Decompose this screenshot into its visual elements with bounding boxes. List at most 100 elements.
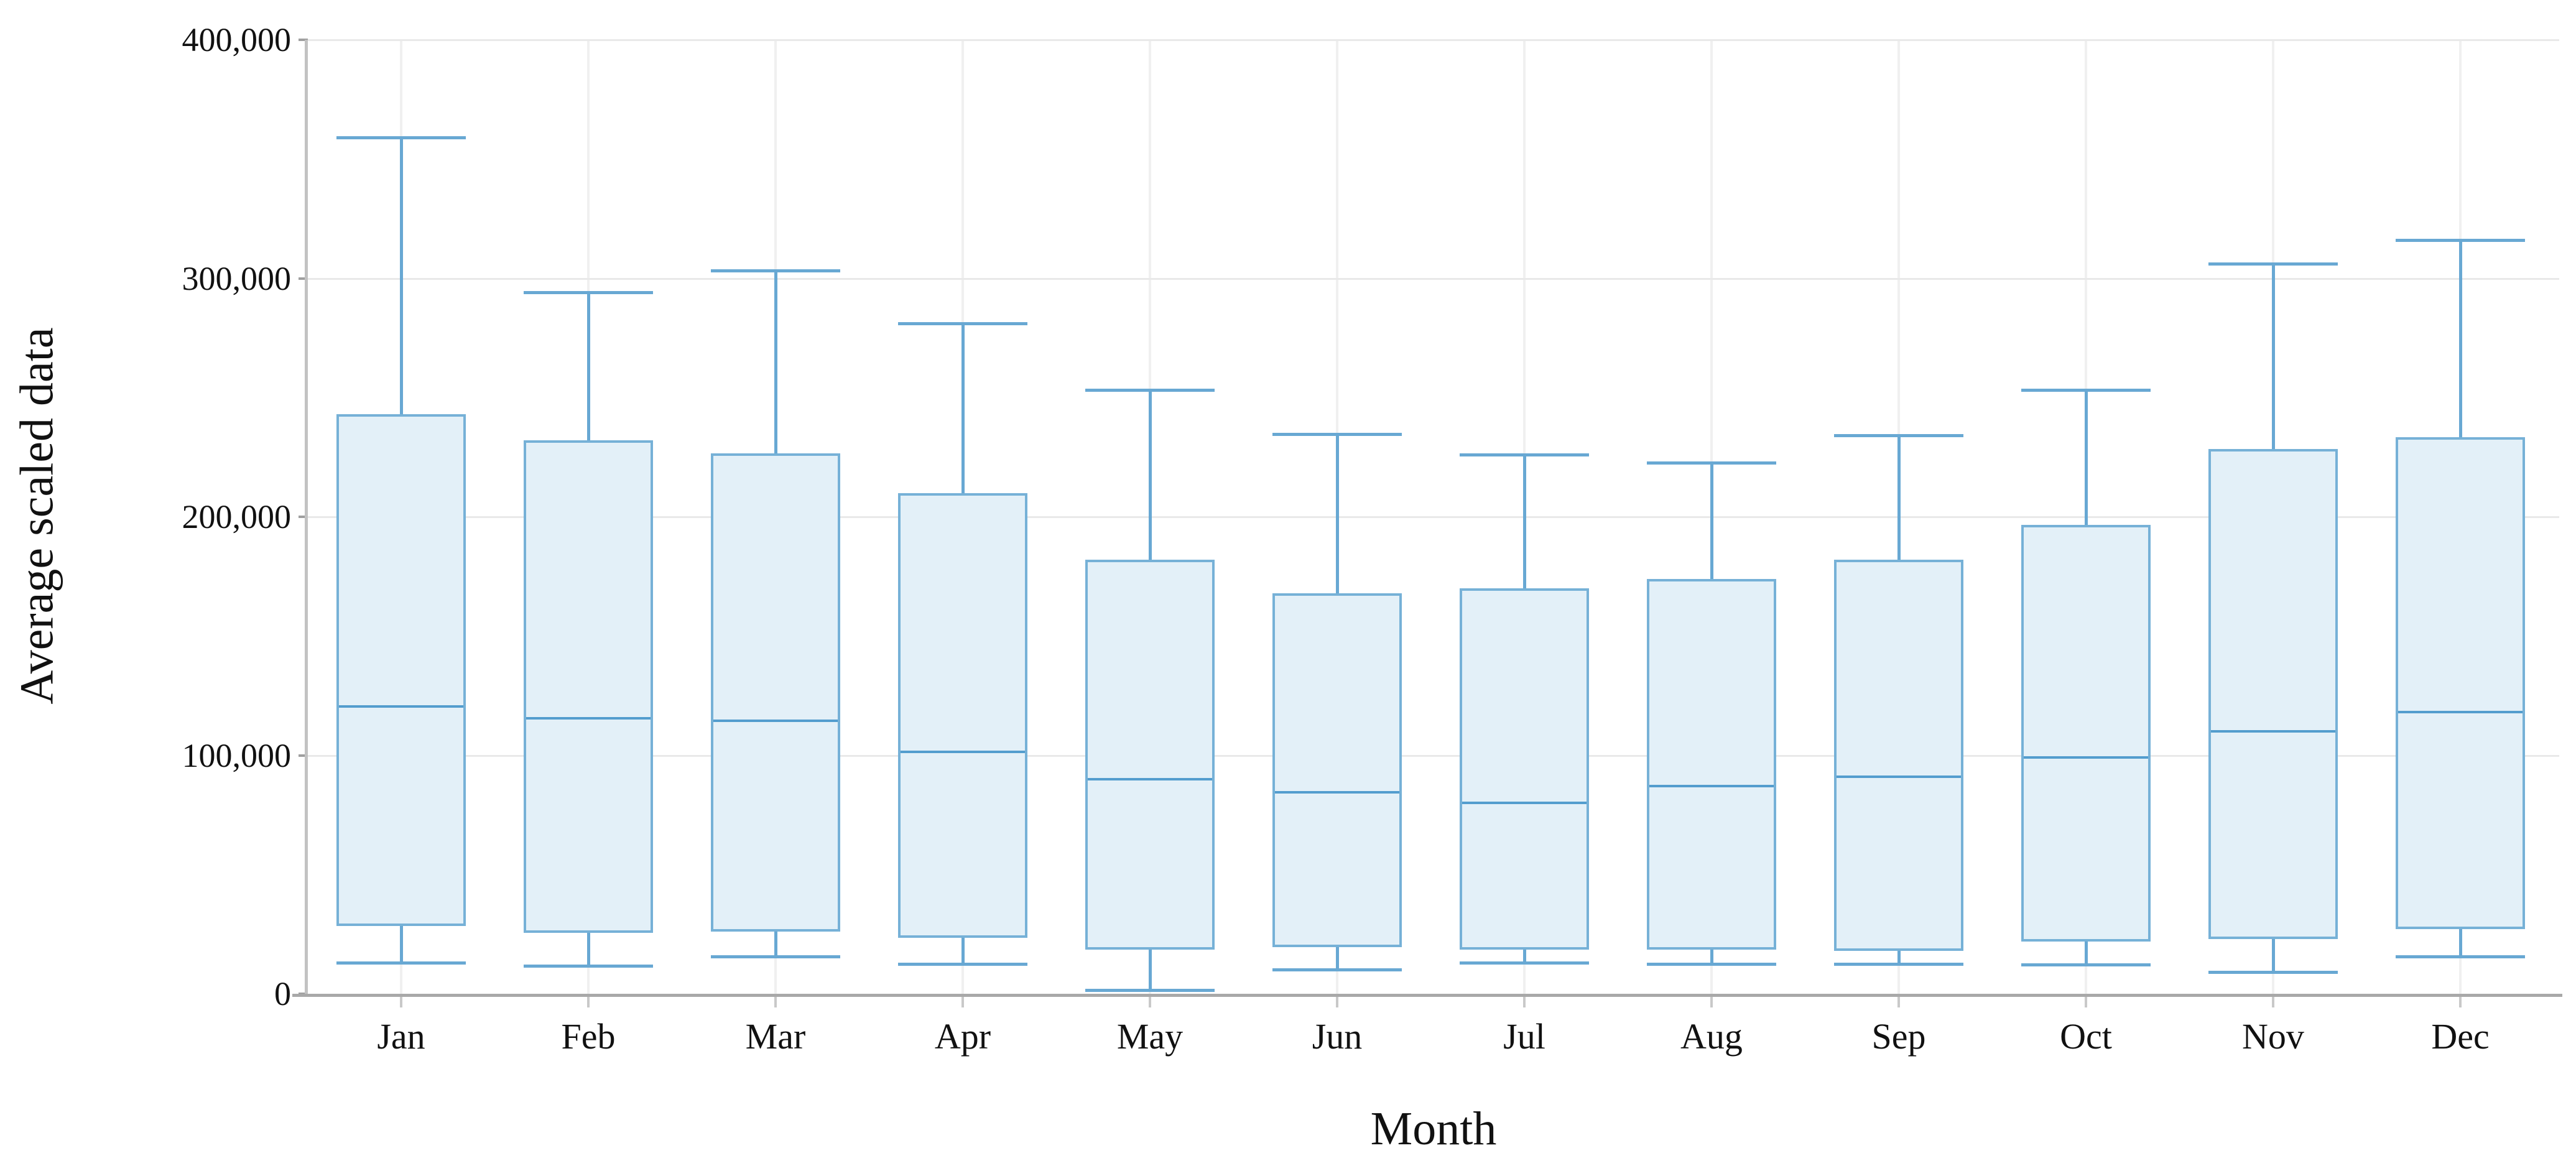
upper-whisker-stem [1897, 435, 1901, 560]
boxplot-box-mar [711, 453, 840, 932]
lower-whisker-stem [1148, 950, 1152, 991]
median-line [2024, 756, 2148, 759]
lower-whisker-cap [336, 961, 466, 965]
x-tick-label-aug: Aug [1680, 1016, 1743, 1057]
median-line [1462, 802, 1587, 805]
boxplot-box-feb [524, 440, 653, 933]
lower-whisker-cap [2208, 970, 2338, 974]
x-axis-tick [1149, 997, 1151, 1007]
upper-whisker-stem [2084, 390, 2088, 525]
boxplot-box-sep [1834, 560, 1963, 951]
upper-whisker-stem [1148, 390, 1152, 560]
boxplot-box-jun [1272, 593, 1402, 948]
upper-whisker-cap [1085, 389, 1215, 392]
x-axis-line [292, 994, 2562, 997]
x-tick-label-may: May [1116, 1016, 1184, 1057]
upper-whisker-stem [1522, 455, 1526, 589]
boxplot-box-jan [336, 414, 466, 926]
lower-whisker-cap [1647, 962, 1776, 966]
upper-whisker-stem [399, 137, 403, 415]
median-line [713, 719, 838, 722]
upper-whisker-cap [336, 136, 466, 139]
boxplot-box-apr [898, 493, 1027, 938]
upper-whisker-cap [1272, 433, 1402, 437]
median-line [339, 705, 463, 708]
upper-whisker-cap [524, 291, 653, 294]
upper-whisker-cap [1647, 461, 1776, 465]
x-axis-tick [1336, 997, 1338, 1007]
x-axis-tick [587, 997, 590, 1007]
x-tick-label-nov: Nov [2242, 1016, 2304, 1057]
x-axis-tick [774, 997, 777, 1007]
lower-whisker-stem [2084, 941, 2088, 965]
lower-whisker-cap [524, 965, 653, 968]
upper-whisker-stem [586, 292, 590, 441]
lower-whisker-cap [2021, 963, 2151, 967]
boxplot-box-nov [2208, 448, 2338, 939]
horizontal-gridline [308, 754, 2559, 757]
x-tick-label-sep: Sep [1871, 1016, 1926, 1057]
upper-whisker-cap [2396, 238, 2525, 242]
x-tick-label-oct: Oct [2060, 1016, 2112, 1057]
boxplot-box-may [1085, 560, 1215, 950]
y-axis-tick [299, 39, 308, 41]
lower-whisker-stem [586, 933, 590, 966]
horizontal-gridline [308, 39, 2559, 41]
boxplot-box-aug [1647, 578, 1776, 950]
horizontal-gridline [308, 277, 2559, 280]
upper-whisker-cap [2021, 389, 2151, 392]
lower-whisker-cap [1085, 988, 1215, 992]
lower-whisker-cap [898, 962, 1027, 966]
y-axis-tick [299, 516, 308, 518]
boxplot-box-jul [1460, 588, 1589, 950]
upper-whisker-stem [1710, 463, 1713, 579]
x-tick-label-jul: Jul [1503, 1016, 1545, 1057]
horizontal-gridline [308, 516, 2559, 518]
y-tick-label: 200,000 [182, 498, 292, 535]
x-tick-label-mar: Mar [745, 1016, 806, 1057]
x-axis-tick [2085, 997, 2087, 1007]
lower-whisker-stem [1897, 950, 1901, 965]
y-tick-label: 400,000 [182, 21, 292, 58]
x-axis-tick [400, 997, 402, 1007]
lower-whisker-stem [1710, 950, 1713, 965]
boxplot-box-dec [2396, 437, 2525, 930]
x-tick-label-jan: Jan [377, 1016, 425, 1057]
y-axis-tick [299, 754, 308, 757]
upper-whisker-cap [1834, 434, 1963, 438]
median-line [526, 717, 651, 720]
upper-whisker-stem [2458, 240, 2462, 437]
lower-whisker-stem [961, 937, 965, 965]
upper-whisker-stem [1335, 434, 1339, 593]
lower-whisker-cap [711, 955, 840, 959]
median-line [2398, 711, 2523, 714]
upper-whisker-cap [2208, 262, 2338, 266]
median-line [2211, 730, 2335, 733]
x-axis-tick [961, 997, 964, 1007]
lower-whisker-stem [774, 932, 777, 957]
upper-whisker-stem [774, 271, 777, 454]
lower-whisker-stem [1522, 950, 1526, 963]
upper-whisker-cap [898, 322, 1027, 325]
upper-whisker-stem [2271, 264, 2275, 449]
upper-whisker-stem [961, 323, 965, 493]
median-line [1275, 790, 1399, 794]
x-tick-label-apr: Apr [934, 1016, 991, 1057]
x-axis-tick [1897, 997, 1900, 1007]
x-axis-tick [1523, 997, 1526, 1007]
lower-whisker-stem [2458, 929, 2462, 957]
x-tick-label-jun: Jun [1312, 1016, 1363, 1057]
x-tick-label-dec: Dec [2431, 1016, 2490, 1057]
y-axis-line [305, 40, 308, 997]
x-axis-tick [1710, 997, 1713, 1007]
x-axis-title: Month [1370, 1103, 1497, 1155]
lower-whisker-stem [399, 925, 403, 963]
upper-whisker-cap [711, 269, 840, 273]
y-axis-tick [299, 277, 308, 280]
y-axis-title: Average scaled data [11, 327, 63, 705]
median-line [1649, 785, 1774, 788]
lower-whisker-stem [1335, 947, 1339, 970]
boxplot-box-oct [2021, 525, 2151, 942]
lower-whisker-cap [1460, 961, 1589, 965]
upper-whisker-cap [1460, 453, 1589, 456]
